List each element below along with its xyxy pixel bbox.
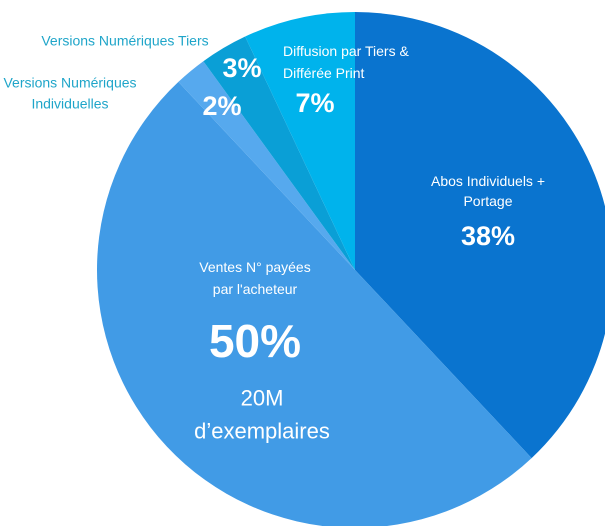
pie-slice <box>245 12 355 270</box>
slice-label: Versions Numériques Tiers <box>41 33 208 49</box>
value-label: 7% <box>295 88 334 118</box>
slice-label: Versions Numériques Individuelles <box>3 74 136 111</box>
slice-label: Diffusion par Tiers & Différée Print <box>283 43 409 81</box>
annotation: 20M d’exemplaires <box>194 385 330 443</box>
slice-label: Abos Individuels + Portage <box>431 173 545 209</box>
value-label: 3% <box>222 53 261 83</box>
pie-slice <box>355 12 605 459</box>
pie-slice <box>97 81 532 526</box>
value-label: 2% <box>202 91 241 121</box>
slice-label: Ventes N° payées par l'acheteur <box>199 259 310 297</box>
value-label: 50% <box>209 315 301 367</box>
pie-slice <box>178 61 355 270</box>
pie-slice <box>203 36 355 270</box>
value-label: 38% <box>461 221 515 251</box>
